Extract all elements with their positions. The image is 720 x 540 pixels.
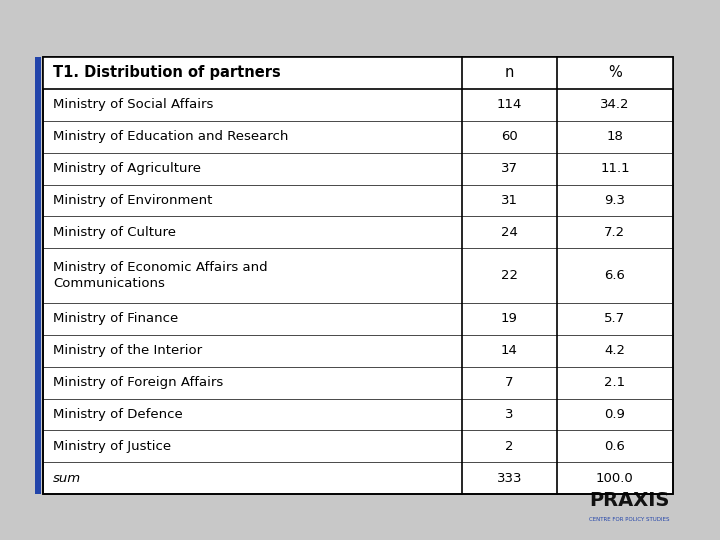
Text: 333: 333: [497, 471, 522, 485]
Text: Ministry of Culture: Ministry of Culture: [53, 226, 176, 239]
Text: Ministry of Defence: Ministry of Defence: [53, 408, 183, 421]
Text: 0.6: 0.6: [605, 440, 626, 453]
Text: 34.2: 34.2: [600, 98, 630, 111]
Text: 5.7: 5.7: [604, 313, 626, 326]
Text: 7.2: 7.2: [604, 226, 626, 239]
Bar: [43, 57, 673, 89]
Text: 9.3: 9.3: [604, 194, 626, 207]
Text: Ministry of Finance: Ministry of Finance: [53, 313, 179, 326]
Text: n: n: [505, 65, 514, 80]
Text: PRAXIS: PRAXIS: [589, 491, 670, 510]
Text: Ministry of Education and Research: Ministry of Education and Research: [53, 130, 289, 143]
Text: Ministry of Economic Affairs and
Communications: Ministry of Economic Affairs and Communi…: [53, 261, 268, 290]
Text: 19: 19: [501, 313, 518, 326]
Text: 4.2: 4.2: [604, 345, 626, 357]
Text: 114: 114: [497, 98, 522, 111]
Text: 31: 31: [501, 194, 518, 207]
Text: 3: 3: [505, 408, 513, 421]
Text: Ministry of Foreign Affairs: Ministry of Foreign Affairs: [53, 376, 223, 389]
Bar: [43, 57, 673, 494]
Text: Ministry of the Interior: Ministry of the Interior: [53, 345, 202, 357]
Text: 18: 18: [606, 130, 624, 143]
Text: Ministry of Environment: Ministry of Environment: [53, 194, 212, 207]
Text: 11.1: 11.1: [600, 162, 630, 175]
Text: 100.0: 100.0: [596, 471, 634, 485]
Text: 37: 37: [501, 162, 518, 175]
Text: 0.9: 0.9: [605, 408, 626, 421]
Text: 2: 2: [505, 440, 513, 453]
Text: 7: 7: [505, 376, 513, 389]
Text: 24: 24: [501, 226, 518, 239]
Text: 6.6: 6.6: [605, 269, 626, 282]
Text: 2.1: 2.1: [604, 376, 626, 389]
Text: 14: 14: [501, 345, 518, 357]
Text: Ministry of Agriculture: Ministry of Agriculture: [53, 162, 202, 175]
Text: T1. Distribution of partners: T1. Distribution of partners: [53, 65, 281, 80]
Text: 22: 22: [501, 269, 518, 282]
Text: CENTRE FOR POLICY STUDIES: CENTRE FOR POLICY STUDIES: [589, 517, 670, 522]
Text: 60: 60: [501, 130, 518, 143]
Bar: [35, 57, 41, 494]
Text: Ministry of Social Affairs: Ministry of Social Affairs: [53, 98, 214, 111]
Text: Ministry of Justice: Ministry of Justice: [53, 440, 171, 453]
Text: sum: sum: [53, 471, 81, 485]
Bar: [43, 57, 673, 494]
Text: %: %: [608, 65, 622, 80]
